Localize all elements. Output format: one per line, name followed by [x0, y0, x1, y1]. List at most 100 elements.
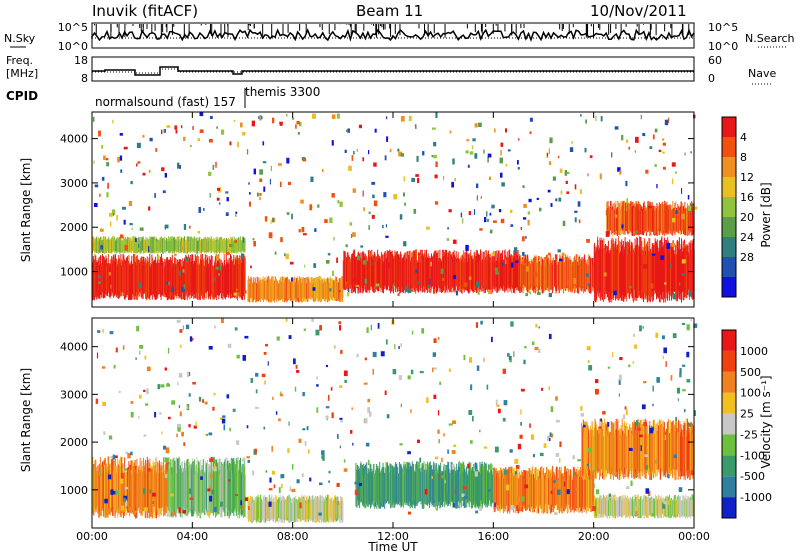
heatmap-cell	[225, 191, 229, 194]
heatmap-cell	[408, 115, 412, 122]
heatmap-cell	[371, 181, 376, 185]
heatmap-cell	[644, 454, 649, 457]
heatmap-cell	[477, 290, 480, 295]
heatmap-cell	[514, 471, 517, 475]
colorbar-swatch	[722, 350, 736, 372]
heatmap-cell	[112, 119, 114, 124]
heatmap-cell	[120, 169, 123, 173]
heatmap-cell	[682, 322, 686, 325]
heatmap-cell	[212, 164, 215, 170]
heatmap-cell	[672, 293, 676, 300]
colorbar-swatch	[722, 177, 736, 197]
heatmap-cell	[364, 418, 368, 424]
heatmap-cell	[403, 192, 405, 197]
heatmap-cell	[345, 281, 348, 286]
heatmap-cell	[360, 245, 364, 248]
heatmap-cell	[246, 456, 250, 459]
heatmap-cell	[392, 283, 395, 289]
y-tick-label: 1000	[60, 484, 88, 497]
heatmap-cell	[529, 117, 533, 122]
heatmap-cell	[263, 352, 267, 355]
heatmap-cell	[347, 288, 350, 293]
heatmap-cell	[571, 141, 573, 144]
heatmap-cell	[488, 289, 493, 295]
heatmap-cell	[487, 153, 492, 158]
time-axis-ticks: 00:00 04:00 08:00 12:00 16:00 20:00 00:00	[76, 112, 710, 543]
heatmap-cell	[415, 269, 418, 273]
heatmap-cell	[313, 263, 317, 268]
heatmap-cell	[225, 212, 229, 216]
xlabel: Time UT	[367, 540, 418, 554]
heatmap-cell	[95, 398, 99, 404]
heatmap-cell	[435, 112, 438, 119]
heatmap-cell	[386, 136, 389, 142]
heatmap-cell	[118, 390, 121, 394]
heatmap-cell	[314, 228, 317, 232]
heatmap-cell	[263, 426, 266, 430]
x-tick-label: 20:00	[578, 530, 610, 543]
heatmap-cell	[510, 262, 514, 268]
heatmap-cell	[501, 262, 505, 266]
heatmap-cell	[593, 483, 595, 488]
heatmap-cell	[648, 205, 652, 209]
heatmap-cell	[440, 474, 442, 479]
heatmap-cell	[587, 448, 592, 453]
colorbar-tick-label: 24	[740, 231, 754, 244]
heatmap-cell	[645, 465, 648, 470]
heatmap-cell	[617, 167, 621, 172]
heatmap-cell	[621, 253, 624, 257]
heatmap-cell	[344, 149, 347, 153]
heatmap-cell	[433, 154, 437, 159]
heatmap-cell	[688, 205, 691, 211]
heatmap-cell	[271, 470, 275, 475]
heatmap-cell	[656, 377, 660, 383]
heatmap-cell	[322, 168, 324, 172]
heatmap-cell	[124, 245, 128, 251]
heatmap-cell	[221, 418, 226, 424]
heatmap-cell	[453, 275, 457, 280]
heatmap-cell	[273, 484, 276, 489]
heatmap-cell	[382, 224, 384, 229]
heatmap-cell	[160, 291, 163, 295]
heatmap-cell	[389, 148, 392, 153]
heatmap-cell	[513, 351, 515, 357]
heatmap-cell	[370, 324, 372, 331]
heatmap-cell	[501, 182, 505, 187]
heatmap-cell	[236, 440, 240, 445]
heatmap-cell	[600, 116, 603, 122]
heatmap-cell	[292, 464, 294, 470]
heatmap-cell	[394, 344, 396, 350]
heatmap-cell	[494, 446, 499, 453]
heatmap-cell	[362, 190, 364, 197]
heatmap-cell	[311, 318, 314, 323]
heatmap-cell	[595, 115, 597, 122]
heatmap-cell	[106, 192, 109, 198]
colorbar-swatch	[722, 330, 736, 351]
heatmap-cell	[444, 479, 446, 484]
heatmap-cell	[418, 253, 420, 256]
heatmap-cell	[452, 420, 456, 424]
heatmap-cell	[474, 462, 478, 469]
heatmap-cell	[500, 218, 505, 224]
heatmap-cell	[430, 261, 432, 267]
colorbar-tick-label: 28	[740, 251, 754, 264]
heatmap-cell	[688, 290, 692, 297]
colorbar-tick-label: 4	[740, 131, 747, 144]
heatmap-cell	[328, 395, 330, 401]
heatmap-cell	[641, 404, 646, 410]
heatmap-cell	[585, 273, 589, 278]
heatmap-cell	[479, 228, 483, 231]
heatmap-cell	[170, 493, 174, 497]
heatmap-cell	[475, 510, 479, 514]
colorbar-tick-label: 500	[740, 366, 761, 379]
heatmap-cell	[107, 474, 112, 480]
heatmap-cell	[287, 181, 291, 186]
heatmap-cell	[183, 284, 185, 289]
heatmap-cell	[288, 421, 290, 426]
heatmap-cell	[548, 252, 551, 256]
heatmap-cell	[693, 323, 698, 328]
heatmap-cell	[429, 278, 431, 285]
heatmap-cell	[339, 385, 343, 388]
heatmap-cell	[614, 214, 618, 218]
